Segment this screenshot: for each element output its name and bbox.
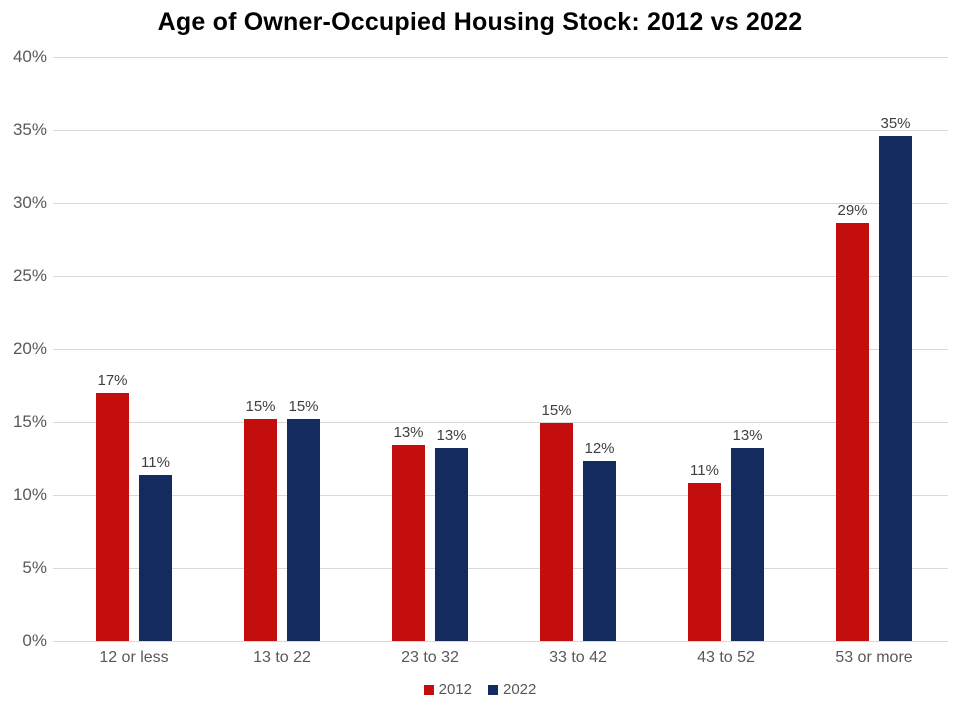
legend: 2012 2022 [0, 681, 960, 698]
legend-swatch-icon [488, 684, 498, 695]
gridline [53, 56, 948, 58]
bar-2012 [688, 483, 721, 641]
legend-label: 2022 [503, 681, 537, 698]
y-axis-label: 5% [22, 558, 47, 577]
bar-2012 [96, 392, 129, 641]
bar-value-label: 15% [288, 398, 319, 416]
bar-value-label: 11% [690, 462, 719, 480]
plot-area: 17% 11% 15% 15% 13% 13% 15% 12% 11% 13% 29% 35% [53, 56, 948, 642]
bar-wrap-2012: 15% [244, 57, 277, 641]
bar-2012 [392, 445, 425, 641]
y-axis-label: 0% [22, 631, 47, 650]
bar-wrap-2012: 11% [688, 57, 721, 641]
bar-2022 [583, 461, 616, 641]
bar-group-23-to-32: 13% 13% [356, 57, 504, 641]
bar-2012 [244, 419, 277, 641]
y-axis-label: 30% [12, 193, 47, 212]
y-axis-label: 25% [12, 266, 47, 285]
gridline [53, 275, 948, 277]
gridline [53, 421, 948, 423]
bar-value-label: 13% [732, 427, 763, 445]
legend-swatch-icon [423, 684, 434, 695]
bar-2012 [540, 423, 573, 641]
bar-group-43-to-52: 11% 13% [652, 57, 800, 641]
gridline [53, 567, 948, 569]
bar-value-label: 15% [245, 398, 276, 416]
gridline [53, 348, 948, 350]
legend-item-2022: 2022 [488, 681, 536, 698]
bar-group-12-or-less: 17% 11% [60, 57, 208, 641]
bar-2022 [879, 135, 912, 641]
bar-wrap-2012: 15% [540, 57, 573, 641]
x-axis-label: 53 or more [835, 649, 913, 666]
bar-wrap-2012: 29% [836, 57, 869, 641]
y-axis: 40% 35% 30% 25% 20% 15% 10% 5% 0% [0, 47, 47, 650]
gridline [53, 640, 948, 642]
bar-value-label: 15% [541, 402, 572, 420]
bar-value-label: 13% [436, 427, 467, 445]
chart-title: Age of Owner-Occupied Housing Stock: 201… [157, 8, 803, 36]
bar-2022 [435, 448, 468, 641]
bar-wrap-2022: 13% [731, 57, 764, 641]
bar-value-label: 35% [880, 114, 911, 132]
x-axis-label: 23 to 32 [401, 649, 459, 666]
legend-item-2012: 2012 [423, 681, 472, 698]
bar-2022 [139, 474, 172, 641]
x-axis-label: 33 to 42 [549, 649, 607, 666]
legend-label: 2012 [438, 681, 472, 698]
bar-wrap-2022: 12% [583, 57, 616, 641]
x-axis-label: 12 or less [99, 649, 169, 666]
bar-value-label: 11% [141, 453, 170, 471]
bar-2012 [836, 223, 869, 641]
bars-layer: 17% 11% 15% 15% 13% 13% 15% 12% 11% 13% 29% 35% [60, 57, 948, 641]
bar-wrap-2022: 11% [139, 57, 172, 641]
x-axis: 12 or less 13 to 22 23 to 32 33 to 42 43 to … [60, 649, 948, 667]
bar-group-33-to-42: 15% 12% [504, 57, 652, 641]
bar-wrap-2012: 13% [392, 57, 425, 641]
bar-2022 [287, 419, 320, 641]
bar-2022 [731, 448, 764, 641]
bar-group-13-to-22: 15% 15% [208, 57, 356, 641]
bar-value-label: 12% [584, 440, 615, 458]
x-axis-label: 43 to 52 [697, 649, 755, 666]
gridline [53, 129, 948, 131]
y-axis-label: 35% [12, 120, 47, 139]
bar-value-label: 17% [97, 371, 128, 389]
y-axis-label: 15% [12, 412, 47, 431]
bar-wrap-2022: 35% [879, 57, 912, 641]
bar-wrap-2022: 15% [287, 57, 320, 641]
bar-value-label: 29% [837, 202, 868, 220]
bar-wrap-2022: 13% [435, 57, 468, 641]
y-axis-label: 40% [12, 47, 47, 66]
bar-value-label: 13% [393, 424, 424, 442]
y-axis-label: 20% [12, 339, 47, 358]
gridline [53, 202, 948, 204]
gridline [53, 494, 948, 496]
y-axis-label: 10% [12, 485, 47, 504]
bar-wrap-2012: 17% [96, 57, 129, 641]
x-axis-label: 13 to 22 [253, 649, 311, 666]
bar-group-53-or-more: 29% 35% [800, 57, 948, 641]
